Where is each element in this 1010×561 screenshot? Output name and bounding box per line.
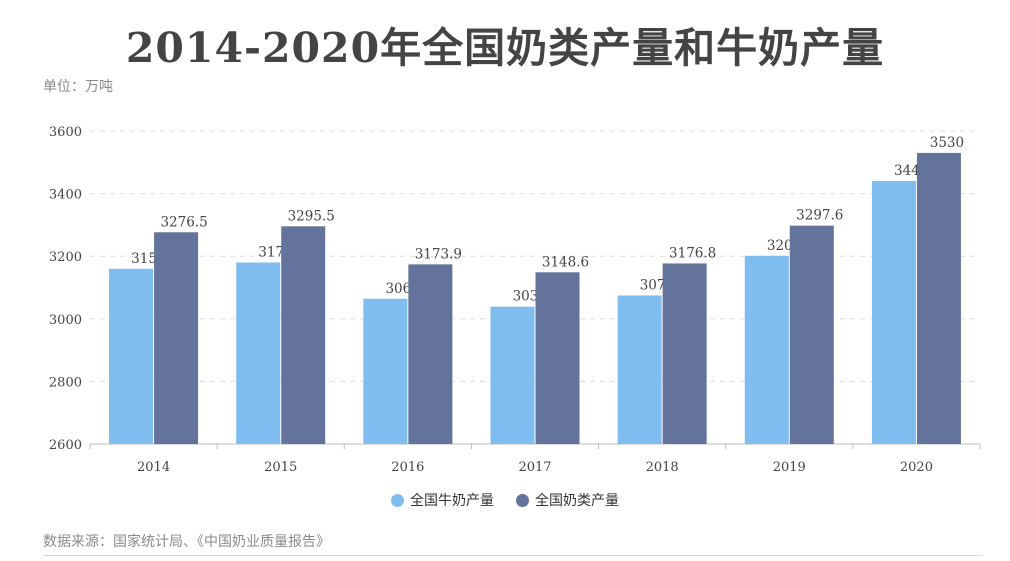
- data-label-dairy: 3173.9: [415, 246, 462, 262]
- x-tick-label: 2017: [518, 460, 551, 475]
- bar-dairy: [281, 226, 326, 444]
- bar-milk: [617, 295, 662, 444]
- legend-item-milk[interactable]: 全国牛奶产量: [391, 490, 494, 510]
- legend: 全国牛奶产量 全国奶类产量: [0, 490, 1010, 510]
- bar-milk: [109, 268, 154, 444]
- bar-milk: [744, 255, 789, 444]
- x-tick-label: 2014: [137, 460, 170, 475]
- legend-label-milk: 全国牛奶产量: [410, 493, 494, 509]
- data-label-dairy: 3297.6: [796, 208, 843, 224]
- legend-marker-milk: [391, 493, 404, 507]
- data-label-dairy: 3176.8: [669, 245, 716, 261]
- bar-chart: 2600280030003200340036003159.883276.5201…: [49, 125, 981, 475]
- data-label-dairy: 3148.6: [542, 254, 589, 270]
- bar-dairy: [408, 264, 453, 444]
- data-label-dairy: 3295.5: [288, 208, 335, 224]
- bar-milk: [236, 262, 281, 444]
- y-tick-label: 2800: [49, 375, 82, 390]
- bar-dairy: [789, 225, 834, 444]
- x-tick-label: 2020: [900, 460, 933, 475]
- data-label-dairy: 3530: [930, 135, 964, 151]
- bar-dairy: [916, 152, 961, 444]
- bar-milk: [363, 298, 408, 444]
- y-tick-label: 3200: [49, 250, 82, 265]
- bar-dairy: [662, 263, 707, 444]
- data-label-dairy: 3276.5: [160, 214, 207, 230]
- x-tick-label: 2018: [646, 460, 679, 475]
- x-tick-label: 2019: [773, 460, 806, 475]
- bar-milk: [490, 306, 535, 444]
- legend-marker-dairy: [516, 493, 529, 507]
- bar-dairy: [154, 232, 199, 444]
- legend-label-dairy: 全国奶类产量: [535, 493, 619, 509]
- source-note: 数据来源：国家统计局、《中国奶业质量报告》: [43, 534, 330, 550]
- y-tick-label: 3400: [49, 188, 82, 203]
- bar-milk: [871, 181, 916, 444]
- bar-dairy: [535, 272, 580, 444]
- unit-label: 单位：万吨: [43, 79, 113, 95]
- y-tick-label: 2600: [49, 438, 82, 453]
- x-tick-label: 2015: [264, 460, 297, 475]
- legend-item-dairy[interactable]: 全国奶类产量: [516, 490, 619, 510]
- y-tick-label: 3600: [49, 125, 82, 140]
- x-tick-label: 2016: [391, 460, 424, 475]
- chart-title: 2014-2020年全国奶类产量和牛奶产量: [125, 24, 885, 72]
- bottom-divider: [43, 555, 983, 556]
- y-tick-label: 3000: [49, 313, 82, 328]
